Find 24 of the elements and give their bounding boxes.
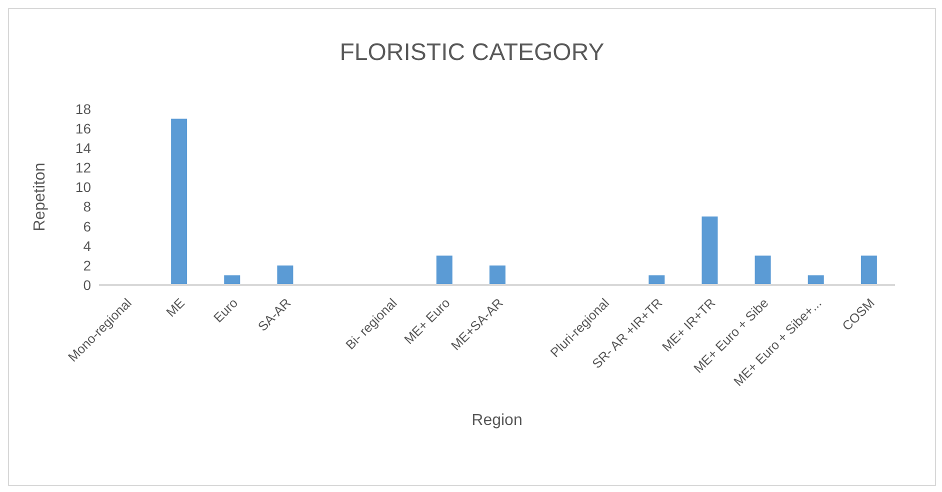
y-tick-label: 16 xyxy=(75,120,92,137)
y-tick-label: 8 xyxy=(83,198,92,215)
bar xyxy=(277,265,294,285)
bar xyxy=(171,118,188,285)
bar xyxy=(224,275,240,285)
bar xyxy=(754,256,771,285)
x-tick-label: ME xyxy=(163,295,188,320)
x-axis-title: Region xyxy=(472,412,522,429)
bar xyxy=(489,265,506,285)
y-tick-label: 14 xyxy=(75,140,92,156)
bar xyxy=(648,275,665,285)
chart-title: FLORISTIC CATEGORY xyxy=(338,39,606,67)
y-tick-label: 18 xyxy=(75,100,92,117)
bar xyxy=(702,216,718,285)
y-tick-label: 4 xyxy=(83,238,92,254)
bar xyxy=(436,256,452,285)
y-tick-label: 2 xyxy=(83,257,92,274)
y-tick-label: 12 xyxy=(75,160,92,176)
bar xyxy=(808,275,824,285)
y-axis-title: Repetiton xyxy=(32,162,49,232)
y-tick-label: 6 xyxy=(83,218,92,234)
bar xyxy=(860,256,877,285)
y-tick-label: 10 xyxy=(75,179,92,196)
y-tick-label: 0 xyxy=(83,276,92,293)
